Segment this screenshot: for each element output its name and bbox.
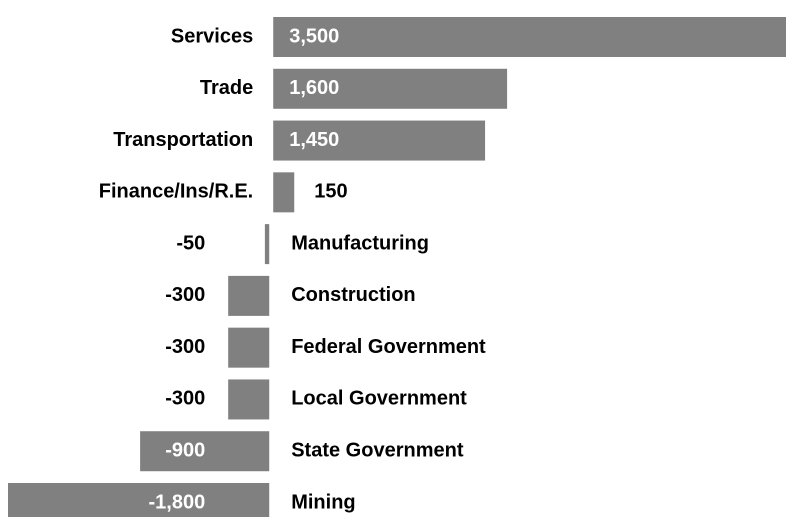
value-label: 1,450 [289,129,339,151]
bar [273,172,295,213]
category-label: State Government [291,440,464,462]
bar [228,327,270,368]
value-label: -300 [165,284,205,306]
category-label: Services [171,25,253,47]
bar [8,483,270,517]
category-label: Transportation [113,129,253,151]
bar [140,431,270,472]
value-label: 3,500 [289,25,339,47]
value-label: 150 [314,181,347,203]
bar [273,120,486,161]
value-label: 1,600 [289,77,339,99]
value-label: -300 [165,388,205,410]
bar [228,275,270,316]
value-label: -1,800 [149,491,206,513]
category-label: Finance/Ins/R.E. [99,181,253,203]
category-label: Manufacturing [291,232,429,254]
bar [273,68,508,109]
bar [228,379,270,420]
bar [273,17,786,57]
category-label: Federal Government [291,336,486,358]
value-label: -50 [176,232,205,254]
value-label: -900 [165,440,205,462]
category-label: Construction [291,284,415,306]
category-label: Trade [200,77,253,99]
value-label: -300 [165,336,205,358]
category-label: Local Government [291,388,467,410]
bar [264,224,270,265]
category-label: Mining [291,491,355,513]
